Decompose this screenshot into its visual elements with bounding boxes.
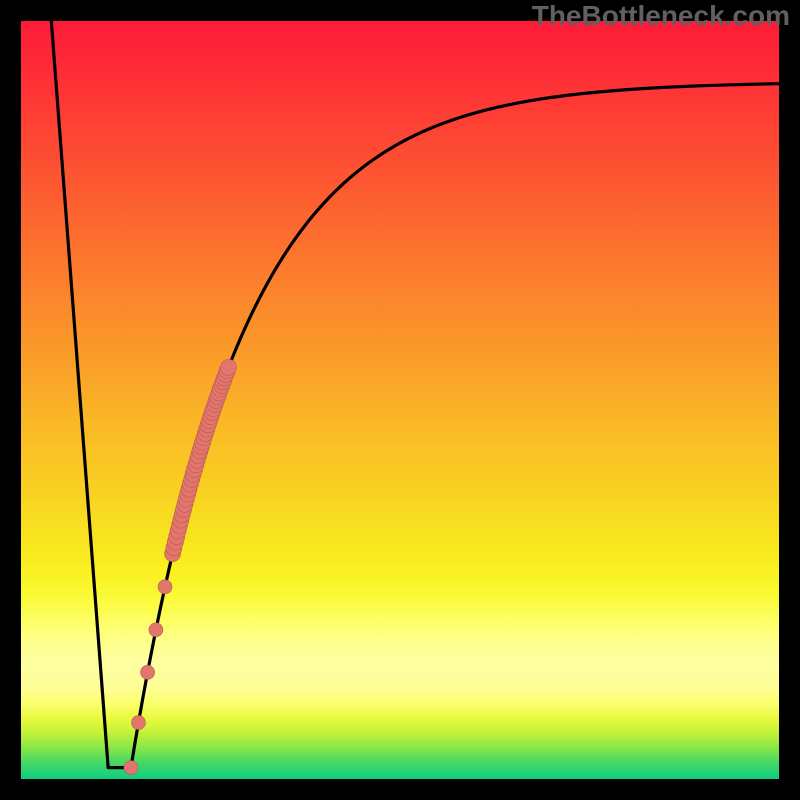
scatter-point xyxy=(158,580,172,594)
scatter-dense-segment xyxy=(165,359,237,561)
plot-svg xyxy=(0,0,800,800)
scatter-loose-points xyxy=(124,580,172,775)
scatter-point xyxy=(149,623,163,637)
watermark-text: TheBottleneck.com xyxy=(532,0,790,32)
scatter-point xyxy=(141,665,155,679)
scatter-point xyxy=(124,761,138,775)
scatter-point xyxy=(221,359,237,375)
chart-container: { "watermark": { "text": "TheBottleneck.… xyxy=(0,0,800,800)
scatter-point xyxy=(131,716,145,730)
bottleneck-curve xyxy=(51,21,779,768)
